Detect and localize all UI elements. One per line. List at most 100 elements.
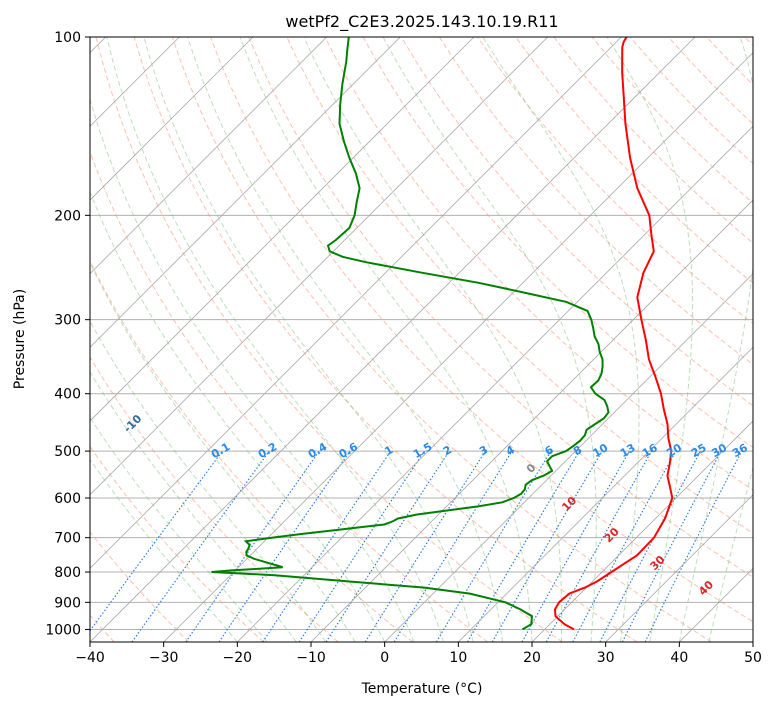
moist-adiabats — [90, 37, 753, 642]
mixing-ratio-line — [262, 450, 392, 642]
dry-adiabat-line — [438, 37, 753, 366]
isotherm-line — [605, 494, 753, 642]
moist-adiabat-line — [303, 37, 563, 642]
x-tick-label: 50 — [744, 650, 762, 666]
dry-adiabat-line — [668, 37, 753, 125]
isotherms — [90, 37, 753, 642]
moist-adiabat-label: 10 — [559, 494, 579, 514]
dry-adiabat-label: -10 — [121, 412, 144, 435]
mixing-ratio-line — [298, 450, 425, 642]
moist-adiabat-line — [678, 37, 753, 642]
x-tick-label: −10 — [296, 650, 326, 666]
y-tick-label: 700 — [54, 531, 81, 547]
moist-adiabat-line — [143, 37, 474, 642]
isotherm-line — [163, 52, 753, 642]
x-tick-label: 20 — [523, 650, 541, 666]
x-tick-label: 30 — [597, 650, 615, 666]
mixing-ratio-label: 0.2 — [256, 440, 279, 461]
plot-area: 0.10.20.40.611.52346810131620253036-100-… — [0, 37, 753, 642]
dry-adiabat-line — [90, 445, 264, 642]
mixing-ratio-label: 20 — [664, 441, 684, 460]
y-tick-label: 400 — [54, 387, 81, 403]
mixing-ratio-label: 0.4 — [306, 440, 330, 461]
moist-adiabat-label: 20 — [602, 525, 622, 545]
moist-adiabat-label: 30 — [648, 553, 668, 573]
reference-line-labels: 0.10.20.40.611.52346810131620253036-100-… — [0, 368, 750, 598]
y-tick-label: 100 — [54, 30, 81, 46]
dry-adiabats — [90, 37, 753, 642]
dry-adiabat-line — [90, 150, 488, 642]
mixing-ratio-line — [599, 450, 701, 642]
isotherm-line — [752, 641, 753, 642]
x-tick-label: −20 — [223, 650, 253, 666]
isotherm-line — [531, 420, 753, 642]
mixing-ratio-label: 13 — [618, 441, 638, 460]
moist-adiabat-line — [90, 458, 238, 642]
mixing-ratio-line — [218, 450, 351, 642]
dry-adiabat-line — [248, 37, 753, 578]
x-tick-label: 10 — [449, 650, 467, 666]
moist-adiabat-line — [90, 416, 268, 642]
y-tick-label: 200 — [54, 208, 81, 224]
moist-adiabat-line — [90, 97, 415, 642]
x-axis-label: Temperature (°C) — [361, 681, 483, 697]
mixing-ratio-label: 0.1 — [209, 440, 232, 461]
mixing-ratio-line — [393, 450, 513, 642]
moist-adiabat-line — [606, 37, 694, 642]
dry-adiabat-line — [400, 37, 753, 407]
moist-adiabat-line — [90, 261, 356, 642]
isotherm-line — [90, 37, 327, 275]
mixing-ratio-line — [325, 450, 450, 642]
moist-adiabat-line — [382, 37, 597, 642]
moist-adiabat-line — [482, 37, 640, 642]
dry-adiabat-line — [90, 259, 414, 642]
mixing-ratio-line — [621, 450, 722, 642]
isobar-grid — [90, 37, 753, 630]
moist-adiabat-line — [90, 190, 386, 642]
moist-adiabat-label: 40 — [696, 578, 716, 598]
moist-adiabat-line — [187, 37, 503, 642]
mixing-ratio-line — [90, 450, 223, 632]
y-tick-label: 300 — [54, 313, 81, 329]
mixing-ratio-line — [572, 450, 677, 642]
isotherm-line — [458, 346, 753, 642]
mixing-ratio-line — [644, 450, 743, 642]
plot-frame — [89, 36, 754, 643]
x-tick-label: −30 — [149, 650, 179, 666]
moist-adiabat-line — [106, 37, 445, 642]
mixing-ratio-line — [545, 450, 653, 642]
x-tick-label: −40 — [75, 650, 105, 666]
moist-adiabat-line — [708, 465, 753, 642]
dewpoint-line — [211, 37, 610, 631]
y-tick-label: 500 — [54, 444, 81, 460]
isotherm-line — [384, 273, 753, 642]
dry-adiabat-line — [90, 531, 190, 642]
y-tick-label: 900 — [54, 595, 81, 611]
moist-adiabat-line — [90, 320, 327, 642]
dry-adiabat-line — [133, 37, 638, 642]
isotherm-line — [679, 567, 753, 642]
y-axis-ticks: 100 200 300 400 500 600 700 800 900 1000 — [45, 30, 90, 638]
chart-title: wetPf2_C2E3.2025.143.10.19.R11 — [285, 12, 558, 32]
isotherm-line — [310, 199, 753, 642]
y-tick-label: 1000 — [45, 622, 81, 638]
dry-adiabat-line — [210, 37, 753, 623]
mixing-ratio-lines — [90, 450, 743, 642]
isotherm-line — [90, 37, 696, 642]
mixing-ratio-line — [131, 450, 270, 642]
x-axis-ticks: −40 −30 −20 −10 0 10 20 30 40 50 — [75, 642, 762, 666]
isotherm-line — [237, 125, 753, 642]
mixing-ratio-label: 1.5 — [411, 440, 434, 461]
mixing-ratio-label: 0.6 — [337, 440, 361, 461]
isotherm-line — [90, 37, 475, 422]
x-tick-label: 40 — [670, 650, 688, 666]
mixing-ratio-label: 30 — [709, 441, 729, 460]
dry-adiabat-line — [362, 37, 753, 449]
dry-adiabat-label: -30 — [0, 368, 3, 391]
temperature-line — [553, 37, 674, 631]
sounding-profiles — [211, 37, 674, 631]
mixing-ratio-line — [185, 450, 320, 642]
dry-adiabat-line — [90, 356, 339, 642]
mixing-ratio-line — [435, 450, 552, 642]
